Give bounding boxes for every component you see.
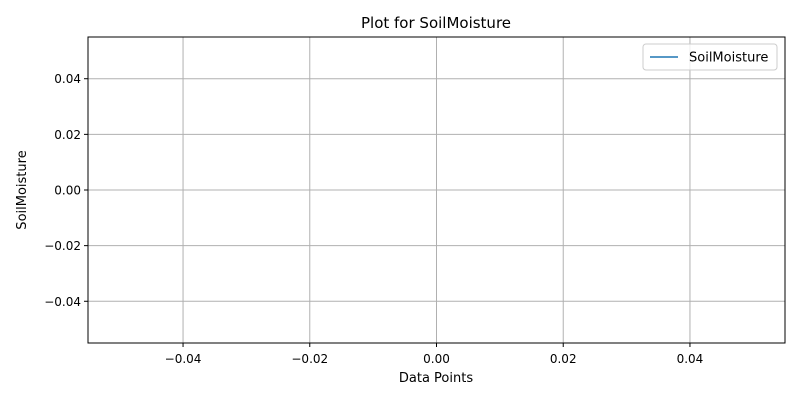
y-axis-ticks: 0.04 0.02 0.00 −0.02 −0.04 bbox=[44, 72, 88, 309]
x-tick-label: 0.04 bbox=[677, 352, 704, 366]
y-tick-label: 0.02 bbox=[54, 128, 81, 142]
chart-title: Plot for SoilMoisture bbox=[361, 14, 511, 32]
legend-box bbox=[642, 43, 778, 71]
grid bbox=[88, 37, 785, 343]
y-axis-label: SoilMoisture bbox=[15, 150, 30, 229]
y-tick-label: 0.00 bbox=[54, 184, 81, 198]
x-tick-label: 0.00 bbox=[423, 352, 450, 366]
x-tick-label: 0.02 bbox=[550, 352, 577, 366]
y-tick-label: 0.04 bbox=[54, 72, 81, 86]
x-axis-ticks: −0.04 −0.02 0.00 0.02 0.04 bbox=[165, 343, 704, 366]
x-tick-label: −0.04 bbox=[165, 352, 202, 366]
legend: SoilMoisture bbox=[642, 43, 778, 71]
y-tick-label: −0.04 bbox=[44, 295, 81, 309]
legend-label-soilmoisture: SoilMoisture bbox=[689, 51, 768, 66]
x-axis-label: Data Points bbox=[399, 371, 473, 386]
y-tick-label: −0.02 bbox=[44, 239, 81, 253]
x-tick-label: −0.02 bbox=[291, 352, 328, 366]
